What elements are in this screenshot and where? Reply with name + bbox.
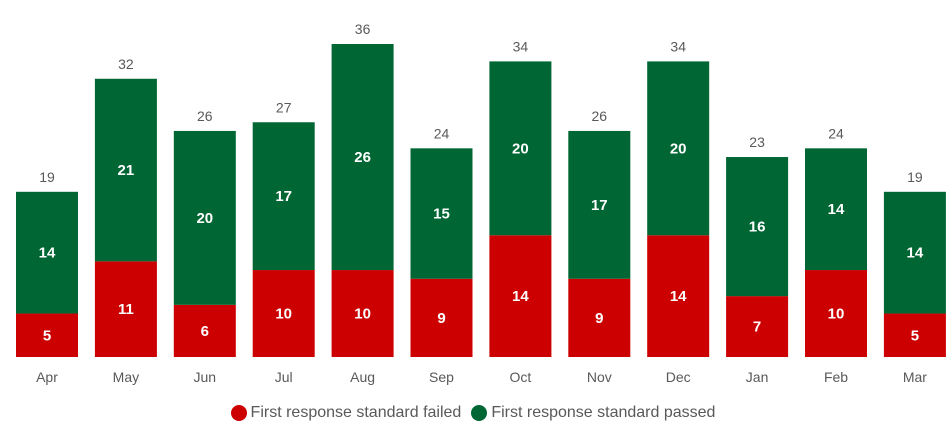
data-label-failed: 10 bbox=[828, 306, 845, 323]
total-label: 32 bbox=[118, 56, 134, 72]
total-label: 24 bbox=[434, 125, 450, 141]
total-label: 19 bbox=[39, 169, 55, 185]
bar-segment-passed bbox=[805, 148, 867, 271]
category-label: Oct bbox=[510, 369, 532, 385]
bar-segment-passed bbox=[647, 61, 710, 236]
bar-segment-failed bbox=[94, 261, 157, 357]
total-label: 34 bbox=[670, 38, 686, 54]
data-label-failed: 11 bbox=[118, 301, 134, 318]
bar-segment-passed bbox=[489, 61, 552, 236]
bar-segment-failed bbox=[410, 278, 473, 357]
data-label-failed: 6 bbox=[201, 323, 209, 340]
bar-segment-passed bbox=[883, 191, 946, 314]
data-label-failed: 14 bbox=[670, 288, 687, 305]
data-label-failed: 10 bbox=[354, 306, 371, 323]
data-label-passed: 17 bbox=[591, 197, 608, 214]
legend-swatch-passed bbox=[471, 405, 488, 421]
legend: First response standard failed First res… bbox=[0, 404, 946, 422]
total-label: 24 bbox=[828, 125, 844, 141]
category-label: Feb bbox=[824, 369, 848, 385]
legend-label-passed: First response standard passed bbox=[491, 404, 716, 421]
category-label: Jan bbox=[746, 369, 769, 385]
category-label: Mar bbox=[903, 369, 927, 385]
data-label-failed: 14 bbox=[512, 288, 529, 305]
bar-segment-failed bbox=[647, 235, 710, 357]
legend-swatch-failed bbox=[230, 405, 247, 421]
legend-label-failed: First response standard failed bbox=[250, 404, 462, 421]
bar-segment-failed bbox=[331, 270, 394, 357]
bar-segment-failed bbox=[16, 313, 78, 357]
data-label-passed: 14 bbox=[39, 245, 56, 262]
data-label-passed: 20 bbox=[670, 140, 687, 157]
bar-segment-failed bbox=[568, 278, 631, 357]
data-label-passed: 16 bbox=[749, 219, 766, 236]
category-label: Dec bbox=[666, 369, 691, 385]
bar-segment-passed bbox=[726, 157, 789, 297]
bar-segment-passed bbox=[16, 191, 78, 314]
data-label-passed: 15 bbox=[433, 206, 450, 223]
bar-segment-passed bbox=[568, 130, 631, 279]
data-label-failed: 5 bbox=[43, 327, 51, 344]
total-label: 19 bbox=[907, 169, 923, 185]
bar-segment-passed bbox=[331, 44, 394, 271]
data-label-passed: 17 bbox=[275, 188, 292, 205]
category-label: Jun bbox=[194, 369, 217, 385]
total-label: 23 bbox=[749, 134, 765, 150]
data-label-failed: 10 bbox=[275, 306, 292, 323]
bar-segment-passed bbox=[252, 122, 315, 271]
bar-segment-failed bbox=[252, 270, 315, 357]
data-label-passed: 20 bbox=[196, 210, 213, 227]
data-label-passed: 21 bbox=[118, 162, 135, 179]
category-label: Sep bbox=[429, 369, 454, 385]
category-label: Apr bbox=[36, 369, 58, 385]
data-label-passed: 26 bbox=[354, 149, 371, 166]
category-label: Nov bbox=[587, 369, 612, 385]
data-label-failed: 7 bbox=[753, 319, 761, 336]
data-label-failed: 9 bbox=[437, 310, 445, 327]
bar-segment-failed bbox=[805, 270, 867, 357]
bar-segment-passed bbox=[173, 130, 236, 305]
data-label-failed: 5 bbox=[911, 327, 919, 344]
bar-segment-passed bbox=[94, 78, 157, 262]
legend-item-passed: First response standard passed bbox=[471, 404, 715, 422]
total-label: 26 bbox=[592, 108, 608, 124]
category-label: Aug bbox=[350, 369, 375, 385]
data-label-failed: 9 bbox=[595, 310, 603, 327]
data-label-passed: 20 bbox=[512, 140, 529, 157]
total-label: 36 bbox=[355, 21, 371, 37]
total-label: 26 bbox=[197, 108, 213, 124]
category-label: Jul bbox=[275, 369, 293, 385]
bar-segment-failed bbox=[726, 296, 789, 357]
bar-segment-failed bbox=[489, 235, 552, 357]
total-label: 34 bbox=[513, 38, 529, 54]
bar-segment-failed bbox=[173, 304, 236, 357]
category-label: May bbox=[113, 369, 139, 385]
bar-segment-failed bbox=[883, 313, 946, 357]
data-label-passed: 14 bbox=[907, 245, 924, 262]
legend-item-failed: First response standard failed bbox=[230, 404, 462, 422]
total-label: 27 bbox=[276, 99, 292, 115]
bar-segment-passed bbox=[410, 148, 473, 279]
chart-plot: 5 14 19 Apr 11 21 32 May 6 20 26 Jun 10 17 27 Jul 10 26 36… bbox=[16, 21, 946, 385]
data-label-passed: 14 bbox=[828, 201, 845, 218]
